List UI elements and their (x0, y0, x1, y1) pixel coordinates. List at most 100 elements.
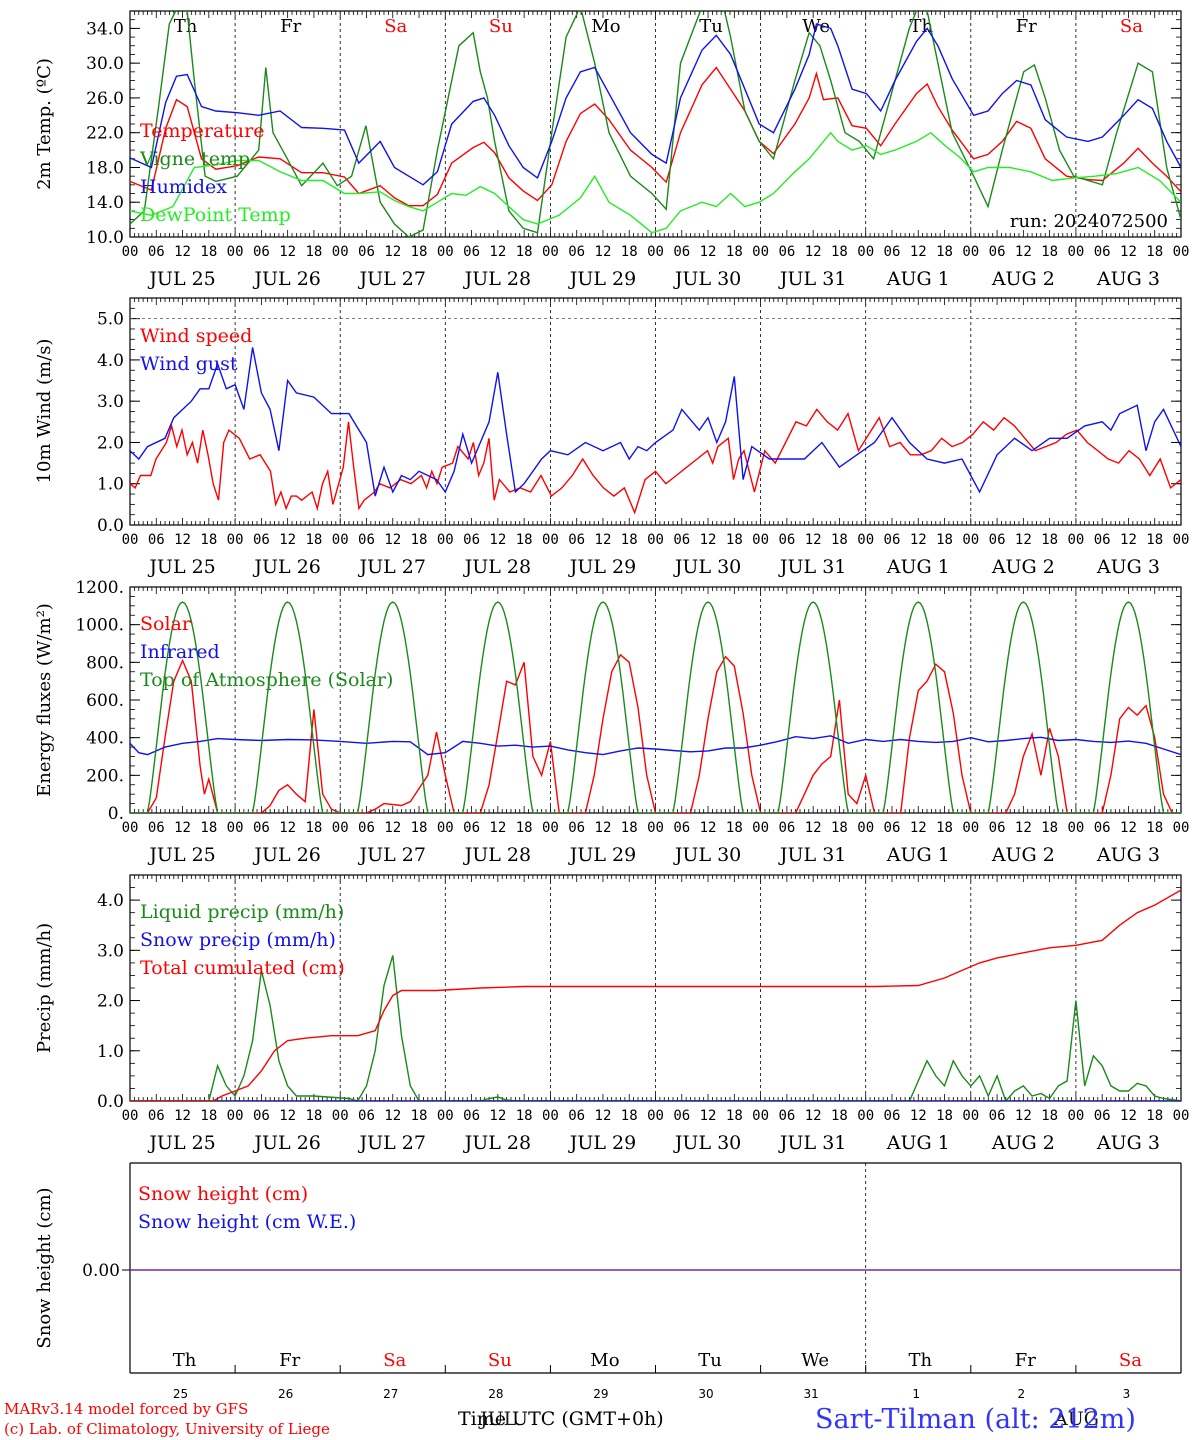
date-label: JUL 28 (463, 844, 531, 866)
day-name: Mo (591, 16, 620, 37)
y-axis-label: 10m Wind (m/s) (34, 339, 55, 484)
date-label: JUL 30 (673, 1132, 741, 1154)
x-tick-label: 18 (1146, 244, 1163, 260)
series-infrared (130, 735, 1181, 756)
x-tick-label: 00 (122, 820, 139, 836)
day-number: 29 (593, 1387, 608, 1401)
day-name: Mo (590, 1350, 619, 1371)
run-label: run: 2024072500 (1010, 211, 1168, 232)
date-label: JUL 30 (673, 556, 741, 578)
x-tick-label: 18 (621, 820, 638, 836)
day-name: Su (489, 16, 513, 37)
series-total-cumulated-cm- (130, 889, 1181, 1101)
x-tick-label: 00 (647, 820, 664, 836)
date-label: JUL 30 (673, 268, 741, 290)
x-tick-label: 06 (463, 244, 480, 260)
date-label: JUL 27 (358, 268, 426, 290)
footer: MARv3.14 model forced by GFS (c) Lab. of… (4, 1400, 1136, 1438)
x-tick-label: 06 (884, 820, 901, 836)
x-tick-label: 00 (962, 820, 979, 836)
x-tick-label: 06 (989, 1108, 1006, 1124)
x-tick-label: 12 (489, 820, 506, 836)
y-tick-label: 5.0 (97, 310, 124, 330)
y-tick-label: 18.0 (86, 158, 124, 178)
x-tick-label: 06 (253, 820, 270, 836)
x-tick-label: 06 (778, 1108, 795, 1124)
x-tick-label: 00 (122, 532, 139, 548)
day-name: Sa (1120, 16, 1143, 37)
day-name: Fr (1016, 16, 1037, 37)
day-number: 3 (1123, 1387, 1131, 1401)
x-tick-label: 00 (542, 244, 559, 260)
day-number: 25 (173, 1387, 188, 1401)
x-tick-label: 00 (227, 532, 244, 548)
day-number: 26 (278, 1387, 293, 1401)
day-name: Th (174, 16, 198, 37)
x-tick-label: 00 (647, 1108, 664, 1124)
x-tick-label: 06 (148, 820, 165, 836)
x-tick-label: 12 (174, 244, 191, 260)
x-tick-label: 12 (489, 244, 506, 260)
x-tick-label: 18 (411, 1108, 428, 1124)
x-tick-label: 00 (647, 532, 664, 548)
x-tick-label: 12 (384, 532, 401, 548)
day-name: Th (908, 1350, 932, 1371)
x-tick-label: 06 (1094, 532, 1111, 548)
date-label: JUL 29 (568, 1132, 636, 1154)
x-tick-label: 06 (673, 820, 690, 836)
x-tick-label: 12 (384, 244, 401, 260)
y-tick-label: 3.0 (97, 392, 124, 412)
legend-entry: Snow height (cm W.E.) (138, 1211, 356, 1233)
x-tick-label: 00 (962, 532, 979, 548)
legend-entry: Snow height (cm) (138, 1183, 308, 1205)
x-tick-label: 06 (463, 1108, 480, 1124)
y-tick-label: 10.0 (86, 228, 124, 248)
date-label: AUG 3 (1096, 844, 1160, 866)
x-tick-label: 00 (962, 244, 979, 260)
y-tick-label: 1000. (75, 616, 124, 636)
x-tick-label: 00 (1173, 244, 1190, 260)
y-tick-label: 1.0 (97, 475, 124, 495)
day-name: Fr (279, 1350, 300, 1371)
date-label: AUG 1 (886, 1132, 950, 1154)
x-tick-label: 12 (1120, 1108, 1137, 1124)
date-label: JUL 29 (568, 844, 636, 866)
x-tick-label: 06 (884, 244, 901, 260)
series-top-of-atmosphere-solar- (130, 601, 1181, 813)
x-tick-label: 00 (857, 244, 874, 260)
x-tick-label: 18 (1041, 820, 1058, 836)
x-tick-label: 12 (595, 820, 612, 836)
series-dewpoint-temp (130, 131, 1181, 234)
y-tick-label: 400. (86, 729, 124, 749)
x-tick-label: 12 (910, 820, 927, 836)
date-label: JUL 27 (358, 844, 426, 866)
x-tick-label: 00 (752, 1108, 769, 1124)
date-label: AUG 3 (1096, 1132, 1160, 1154)
day-number: 1 (912, 1387, 920, 1401)
day-name: Sa (1119, 1350, 1142, 1371)
chart-panel-3: 0. 200. 400. 600. 800. 1000. 1200. Energy fluxe… (34, 578, 1189, 866)
y-axis-label: Energy fluxes (W/m²) (34, 603, 55, 797)
x-tick-label: 18 (621, 244, 638, 260)
y-tick-label: 34.0 (86, 19, 124, 39)
x-tick-label: 18 (726, 1108, 743, 1124)
y-tick-label: 30.0 (86, 54, 124, 74)
x-tick-label: 00 (227, 244, 244, 260)
date-label: JUL 25 (147, 268, 215, 290)
y-tick-label: 4.0 (97, 891, 124, 911)
series-liquid-precip-mm-h- (130, 955, 1181, 1101)
date-label: AUG 2 (991, 1132, 1055, 1154)
x-tick-label: 00 (542, 1108, 559, 1124)
x-tick-label: 18 (936, 532, 953, 548)
x-tick-label: 12 (805, 820, 822, 836)
x-tick-label: 12 (489, 532, 506, 548)
date-label: JUL 26 (252, 556, 320, 578)
date-label: JUL 27 (358, 556, 426, 578)
x-tick-label: 18 (1146, 1108, 1163, 1124)
x-tick-label: 06 (989, 244, 1006, 260)
x-tick-label: 06 (1094, 244, 1111, 260)
station-name: Sart-Tilman (alt: 212m) (815, 1404, 1136, 1435)
x-tick-label: 00 (227, 820, 244, 836)
x-tick-label: 06 (148, 1108, 165, 1124)
